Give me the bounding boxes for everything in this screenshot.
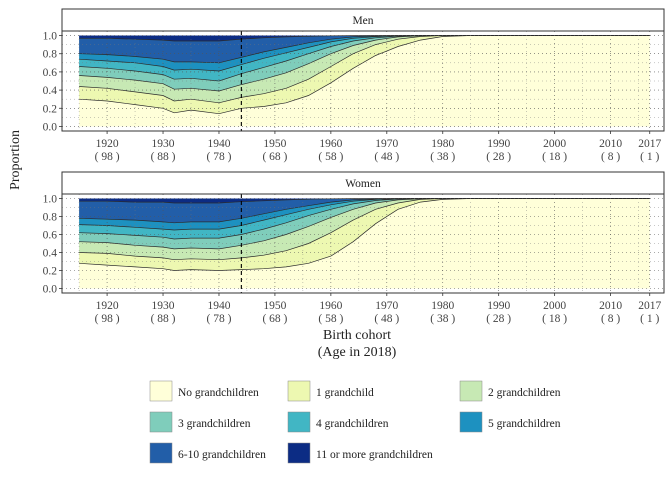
area-5-grandchildren bbox=[79, 198, 650, 230]
x-tick-label-age: ( 88 ) bbox=[151, 313, 176, 325]
x-tick-label-year: 1990 bbox=[487, 138, 510, 150]
area-6-10-grandchildren bbox=[79, 198, 650, 223]
y-tick-label: 0.6 bbox=[43, 67, 58, 79]
x-tick-label-age: ( 58 ) bbox=[318, 313, 343, 325]
y-tick-label: 0.2 bbox=[43, 103, 58, 115]
x-tick-label-age: ( 68 ) bbox=[262, 151, 287, 163]
area-1-grandchild bbox=[79, 35, 650, 114]
legend-label: 5 grandchildren bbox=[488, 418, 561, 430]
legend-label: 11 or more grandchildren bbox=[316, 449, 433, 461]
panel-men: Men 0.0 0.2 0.4 0.6 0.8 1.0 1920( 98 ) 1930( 88 … bbox=[43, 8, 665, 163]
x-tick-label-age: ( 48 ) bbox=[374, 313, 399, 325]
x-tick-label-age: ( 38 ) bbox=[430, 313, 455, 325]
boundary-line-1 bbox=[79, 198, 650, 271]
x-tick-label-year: 1920 bbox=[96, 300, 119, 312]
area-11-or-more-grandchildren bbox=[79, 35, 650, 41]
x-tick-label-age: ( 38 ) bbox=[430, 151, 455, 163]
x-tick-label-age: ( 1 ) bbox=[640, 151, 659, 163]
x-tick-label-age: ( 8 ) bbox=[601, 151, 620, 163]
x-tick-label-year: 2017 bbox=[638, 138, 661, 150]
x-tick-label-year: 1920 bbox=[96, 138, 119, 150]
x-tick-label-year: 2010 bbox=[599, 138, 622, 150]
x-axis-title: Birth cohort bbox=[323, 328, 391, 343]
x-tick-label-year: 1970 bbox=[375, 138, 398, 150]
x-tick-label-year: 1930 bbox=[152, 300, 175, 312]
plot-border bbox=[61, 193, 665, 294]
x-tick-label-year: 1940 bbox=[207, 300, 230, 312]
x-tick-label-age: ( 48 ) bbox=[374, 151, 399, 163]
x-tick-label-year: 2000 bbox=[543, 300, 566, 312]
area-no-grandchildren bbox=[79, 198, 650, 289]
x-tick-label-age: ( 18 ) bbox=[542, 151, 567, 163]
x-tick-label-year: 1950 bbox=[263, 300, 286, 312]
x-tick-label-age: ( 98 ) bbox=[95, 151, 120, 163]
legend: No grandchildren 1 grandchild 2 grandchild… bbox=[149, 380, 561, 464]
x-tick-label-age: ( 78 ) bbox=[207, 151, 232, 163]
y-tick-label: 1.0 bbox=[43, 194, 58, 206]
legend-swatch bbox=[149, 380, 173, 402]
y-tick-label: 1.0 bbox=[43, 31, 58, 43]
legend-swatch bbox=[459, 380, 483, 402]
y-tick-label: 0.2 bbox=[43, 266, 58, 278]
x-tick-label-age: ( 18 ) bbox=[542, 313, 567, 325]
x-tick-label-age: ( 58 ) bbox=[318, 151, 343, 163]
x-tick-label-year: 1980 bbox=[431, 138, 454, 150]
x-tick-label-year: 2017 bbox=[638, 300, 661, 312]
area-1-grandchild bbox=[79, 198, 650, 271]
x-tick-label-year: 1930 bbox=[152, 138, 175, 150]
panel-strip-label: Women bbox=[345, 178, 381, 190]
x-tick-label-year: 1960 bbox=[319, 300, 342, 312]
panel-strip-label: Men bbox=[352, 15, 373, 27]
y-tick-label: 0.8 bbox=[43, 49, 58, 61]
legend-label: 3 grandchildren bbox=[178, 418, 251, 430]
y-tick-label: 0.4 bbox=[43, 248, 58, 260]
y-tick-label: 0.6 bbox=[43, 230, 58, 242]
x-tick-label-year: 1980 bbox=[431, 300, 454, 312]
y-tick-label: 0.0 bbox=[43, 284, 58, 296]
x-tick-label-age: ( 8 ) bbox=[601, 313, 620, 325]
area-6-10-grandchildren bbox=[79, 35, 650, 63]
x-tick-label-age: ( 1 ) bbox=[640, 313, 659, 325]
legend-label: 6-10 grandchildren bbox=[178, 449, 266, 461]
x-tick-label-year: 1940 bbox=[207, 138, 230, 150]
area-no-grandchildren bbox=[79, 35, 650, 127]
x-axis-subtitle: (Age in 2018) bbox=[318, 345, 397, 360]
x-tick-label-age: ( 78 ) bbox=[207, 313, 232, 325]
legend-label: 2 grandchildren bbox=[488, 387, 561, 399]
x-tick-label-age: ( 98 ) bbox=[95, 313, 120, 325]
area-11-or-more-grandchildren bbox=[79, 198, 650, 203]
legend-swatch bbox=[149, 411, 173, 433]
x-tick-label-year: 2000 bbox=[543, 138, 566, 150]
x-tick-label-age: ( 68 ) bbox=[262, 313, 287, 325]
y-tick-label: 0.0 bbox=[43, 121, 58, 133]
area-3-grandchildren bbox=[79, 198, 650, 249]
x-tick-label-age: ( 28 ) bbox=[486, 313, 511, 325]
area-2-grandchildren bbox=[79, 198, 650, 260]
y-tick-label: 0.8 bbox=[43, 212, 58, 224]
y-axis-title: Proportion bbox=[8, 130, 23, 190]
legend-label: 4 grandchildren bbox=[316, 418, 389, 430]
x-tick-label-year: 1990 bbox=[487, 300, 510, 312]
x-tick-label-age: ( 28 ) bbox=[486, 151, 511, 163]
plot-border bbox=[61, 30, 665, 132]
x-tick-label-year: 1950 bbox=[263, 138, 286, 150]
legend-swatch bbox=[287, 442, 311, 464]
legend-swatch bbox=[287, 411, 311, 433]
legend-swatch bbox=[459, 411, 483, 433]
x-tick-label-year: 2010 bbox=[599, 300, 622, 312]
legend-label: No grandchildren bbox=[178, 387, 259, 399]
legend-swatch bbox=[287, 380, 311, 402]
x-tick-label-age: ( 88 ) bbox=[151, 151, 176, 163]
boundary-line-1 bbox=[79, 35, 650, 115]
y-tick-label: 0.4 bbox=[43, 85, 58, 97]
legend-label: 1 grandchild bbox=[316, 387, 374, 399]
legend-swatch bbox=[149, 442, 173, 464]
x-tick-label-year: 1970 bbox=[375, 300, 398, 312]
x-tick-label-year: 1960 bbox=[319, 138, 342, 150]
